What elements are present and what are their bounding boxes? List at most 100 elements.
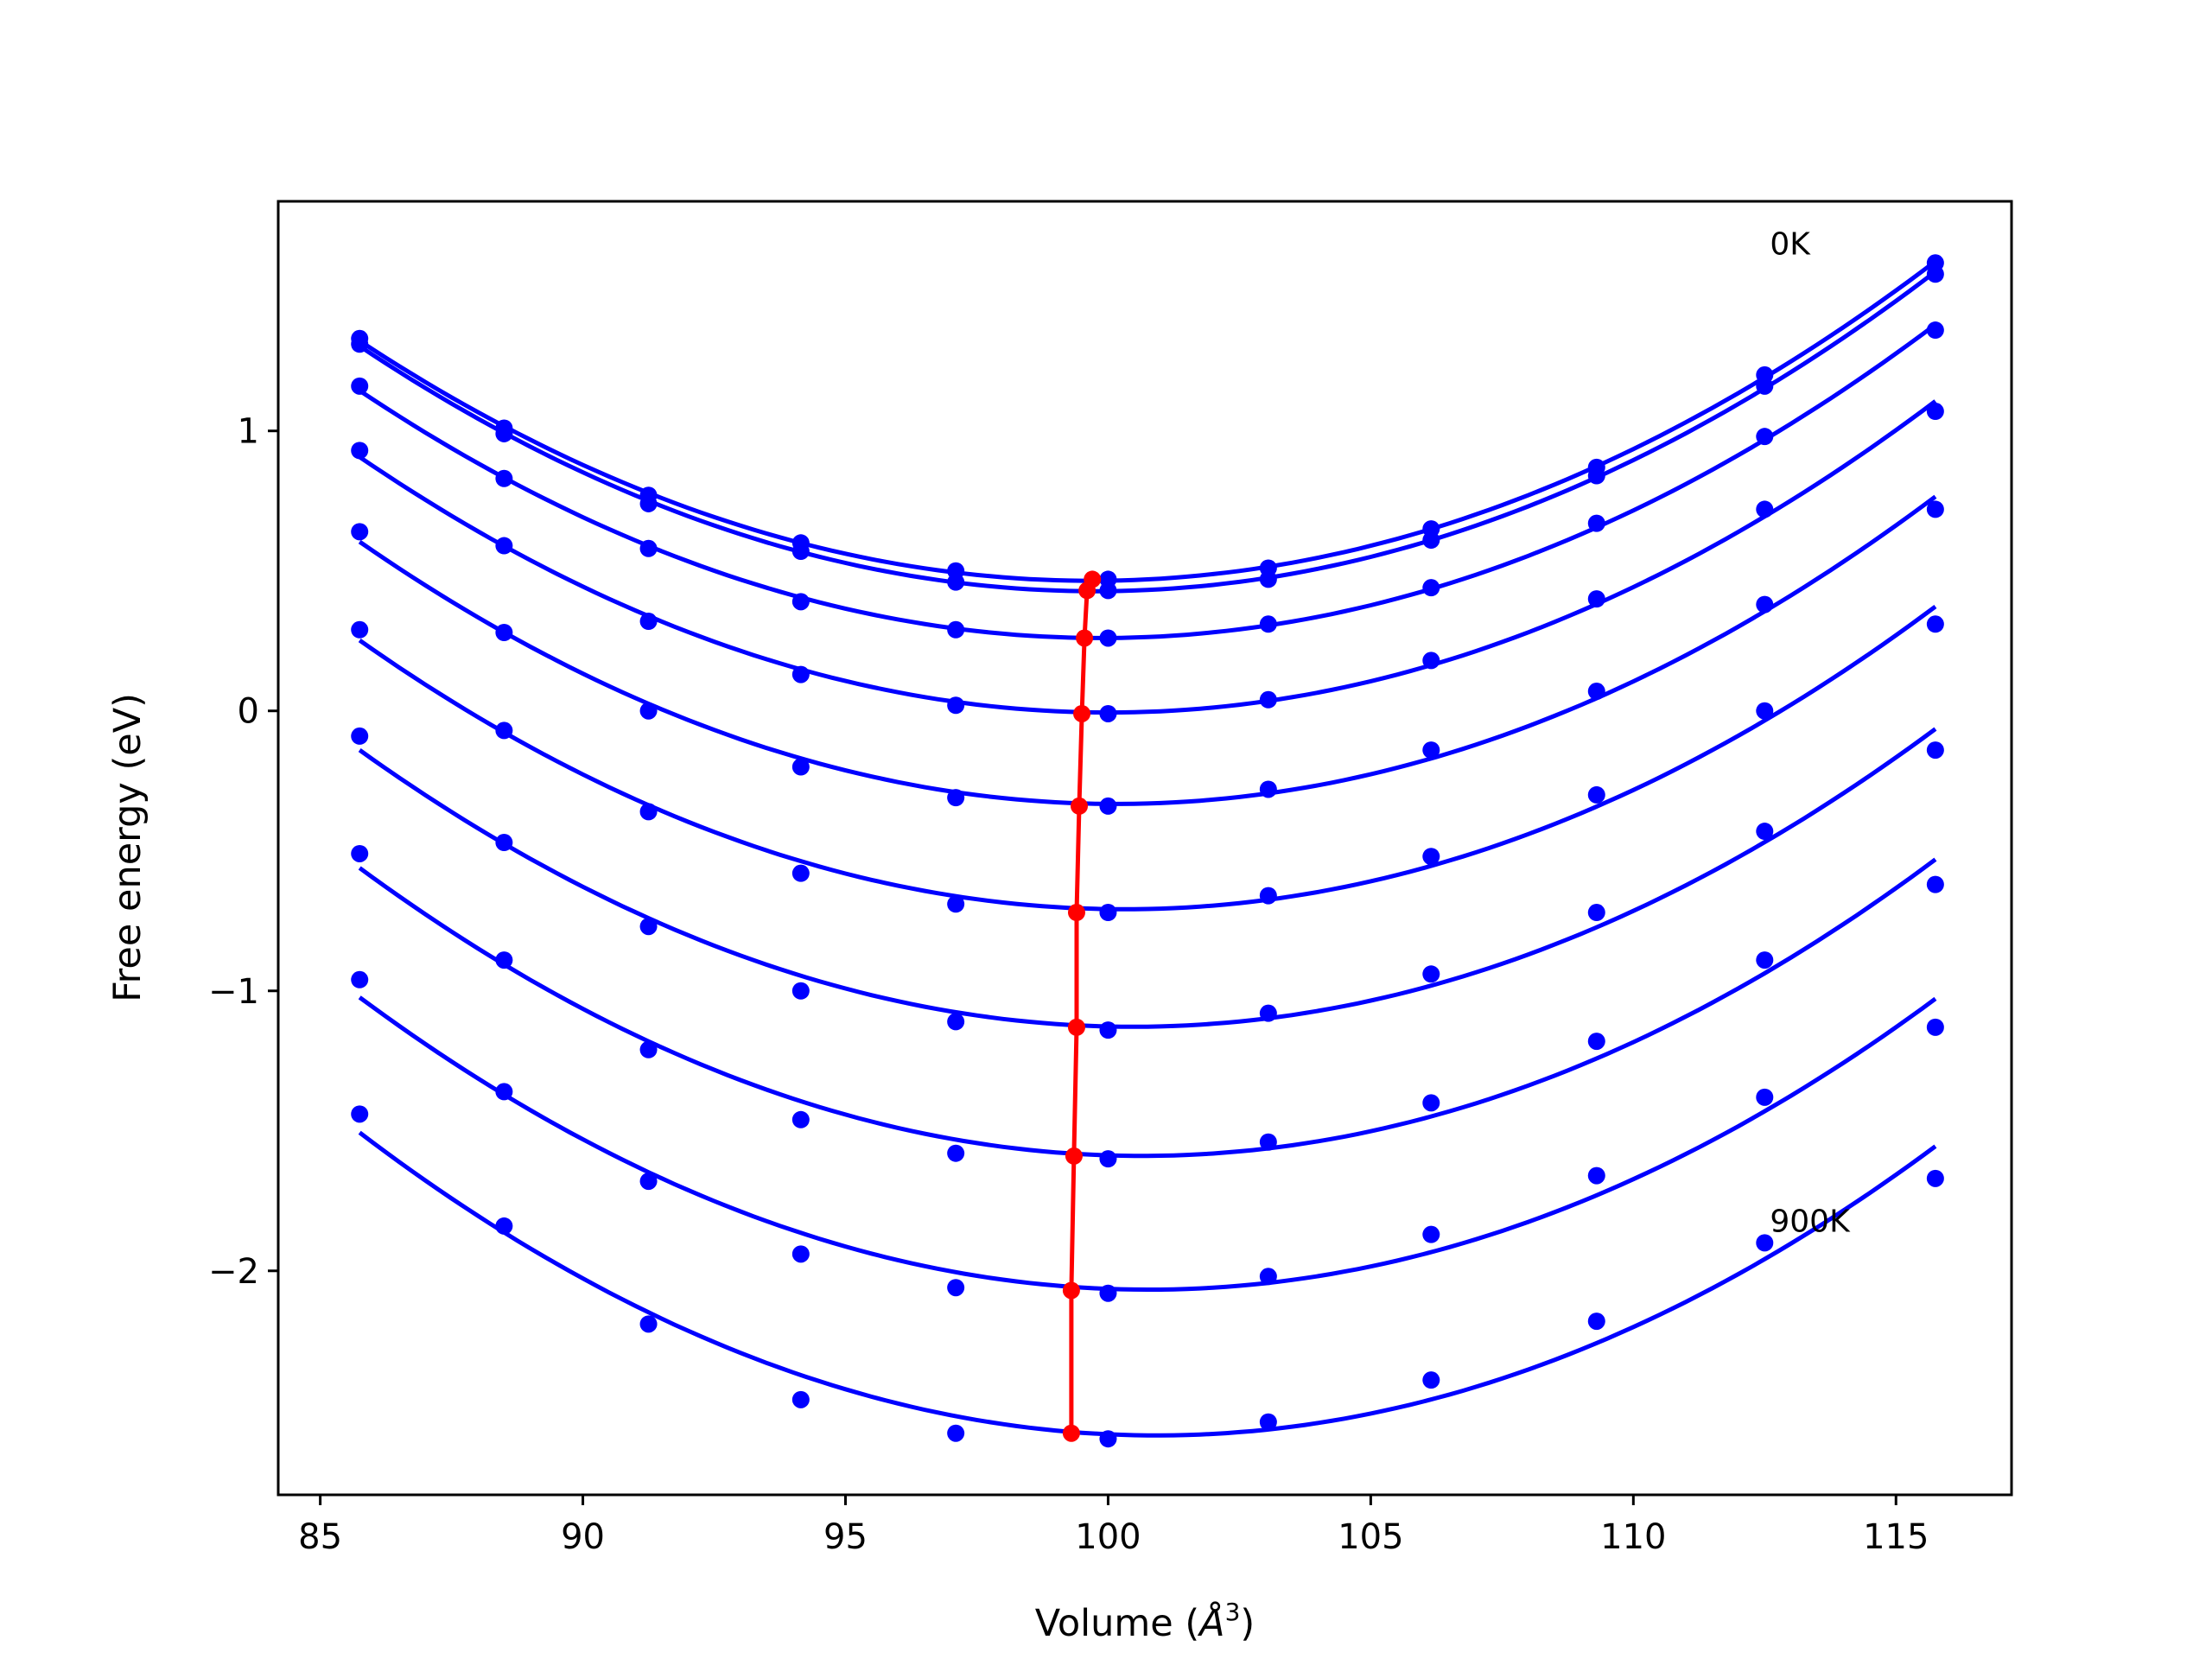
series-2-point-4 (947, 620, 965, 639)
series-4-point-5 (1099, 797, 1117, 815)
series-6-point-7 (1422, 965, 1440, 983)
minimum-point-2 (1076, 629, 1094, 647)
series-6-point-5 (1099, 1021, 1117, 1039)
series-7-point-10 (1926, 875, 1944, 893)
minimum-point-9 (1062, 1424, 1080, 1442)
series-2-point-6 (1259, 615, 1277, 633)
y-axis: 1 0 −1 −2 (208, 412, 278, 1292)
series-5-curve (358, 604, 1937, 912)
x-tick-label-110: 110 (1600, 1517, 1666, 1557)
series-3-curve (358, 399, 1937, 715)
minimum-point-7 (1065, 1147, 1083, 1165)
series-1-point-7 (1422, 531, 1440, 550)
series-1-point-8 (1587, 467, 1605, 485)
series-8-point-1 (495, 1083, 513, 1101)
series-3-point-9 (1756, 500, 1774, 518)
series-7-point-3 (791, 1110, 810, 1128)
series-8-point-9 (1756, 1088, 1774, 1106)
series-5-point-2 (639, 803, 658, 821)
series-1-point-2 (639, 494, 658, 512)
minimum-point-5 (1067, 904, 1085, 922)
series-7-point-2 (639, 1040, 658, 1058)
series-3-point-0 (351, 442, 369, 460)
series-5-point-7 (1422, 848, 1440, 866)
minimum-point-8 (1062, 1281, 1080, 1300)
series-7-point-0 (351, 844, 369, 862)
series-4-point-4 (947, 789, 965, 807)
series-3-point-10 (1926, 403, 1944, 421)
series-6-curve (358, 727, 1937, 1029)
series-3-point-5 (1099, 704, 1117, 722)
series-8-curve (358, 995, 1937, 1292)
series-1-curve (358, 270, 1937, 594)
series-3-point-8 (1587, 590, 1605, 608)
series-9-point-4 (947, 1424, 965, 1442)
series-5-point-9 (1756, 702, 1774, 720)
series-9-curve (358, 1130, 1937, 1438)
series-4-point-7 (1422, 741, 1440, 760)
series-8-point-8 (1587, 1166, 1605, 1185)
series-9-point-2 (639, 1315, 658, 1333)
series-6-point-1 (495, 834, 513, 852)
series-7-point-4 (947, 1144, 965, 1162)
series-2-point-9 (1756, 428, 1774, 446)
series-9-point-8 (1587, 1313, 1605, 1331)
x-tick-label-105: 105 (1338, 1517, 1403, 1557)
series-3-point-3 (791, 665, 810, 683)
series-1-point-6 (1259, 570, 1277, 588)
x-tick-label-95: 95 (823, 1517, 868, 1557)
series-5-point-3 (791, 864, 810, 882)
series-0-curve (358, 259, 1937, 583)
series-9-point-10 (1926, 1169, 1944, 1187)
series-8-point-4 (947, 1279, 965, 1297)
series-4-point-3 (791, 758, 810, 776)
series-6-point-8 (1587, 904, 1605, 922)
series-4-point-10 (1926, 500, 1944, 518)
series-4-point-9 (1756, 595, 1774, 613)
series-3-point-4 (947, 696, 965, 715)
series-7-point-1 (495, 951, 513, 969)
series-4-point-0 (351, 523, 369, 541)
series-3-point-6 (1259, 690, 1277, 709)
series-1-point-9 (1756, 377, 1774, 395)
minimum-point-6 (1067, 1018, 1085, 1036)
series-4-curve (358, 494, 1937, 806)
series-5-point-5 (1099, 904, 1117, 922)
y-tick-label-2: −1 (208, 972, 259, 1012)
series-1-point-5 (1099, 582, 1117, 600)
series-5-point-10 (1926, 615, 1944, 633)
series-6-point-0 (351, 727, 369, 745)
series-5-point-1 (495, 721, 513, 740)
annotation-0: 0K (1770, 227, 1811, 263)
annotation-1: 900K (1770, 1204, 1851, 1239)
series-8-point-10 (1926, 1018, 1944, 1036)
series-6-point-6 (1259, 1004, 1277, 1022)
series-8-point-3 (791, 1245, 810, 1263)
series-3-point-1 (495, 537, 513, 555)
series-4-point-2 (639, 702, 658, 720)
series-5-point-8 (1587, 785, 1605, 804)
series-6-point-10 (1926, 741, 1944, 760)
series-7-point-5 (1099, 1150, 1117, 1168)
series-1-point-0 (351, 335, 369, 353)
y-tick-label-0: 1 (238, 412, 259, 452)
series-1-point-3 (791, 543, 810, 561)
series-8-point-7 (1422, 1225, 1440, 1243)
series-6-point-3 (791, 982, 810, 1000)
x-axis-label: Volume (Å3) (1035, 1598, 1255, 1645)
y-tick-label-3: −2 (208, 1252, 259, 1292)
series-6-point-4 (947, 1013, 965, 1031)
series-1-point-1 (495, 424, 513, 442)
curve-layer (358, 259, 1937, 1438)
series-5-point-0 (351, 620, 369, 639)
series-3-point-2 (639, 613, 658, 631)
series-8-point-0 (351, 970, 369, 988)
series-7-point-7 (1422, 1094, 1440, 1112)
series-2-point-8 (1587, 514, 1605, 532)
series-9-point-7 (1422, 1371, 1440, 1389)
x-tick-label-100: 100 (1075, 1517, 1141, 1557)
annotation-layer: 0K 900K (1770, 227, 1851, 1240)
series-2-point-5 (1099, 629, 1117, 647)
